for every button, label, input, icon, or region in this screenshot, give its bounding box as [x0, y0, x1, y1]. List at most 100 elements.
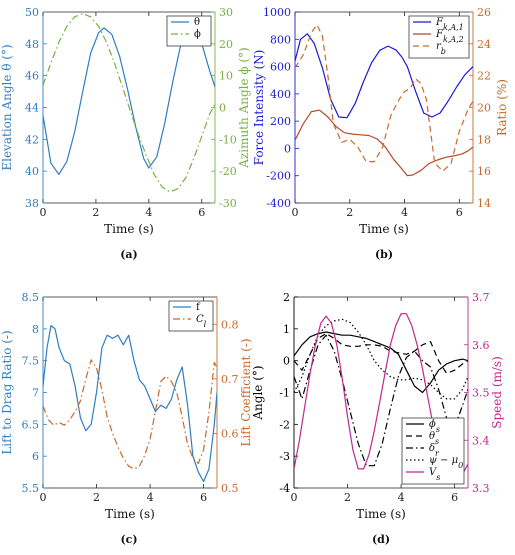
y2-tick-label: 0.6: [221, 427, 239, 440]
x-tick-label: 4: [401, 206, 408, 219]
x-tick-label: 6: [198, 206, 205, 219]
y-axis-label: Elevation Angle θ (°): [0, 44, 14, 170]
chart-panel-c: 0 2 4 6 5.5 6 6.5 7 7.5 8 8.5 0.5 0.6 0.7 0.8 Time (s) L…: [0, 291, 253, 546]
y2-tick-label: 22: [477, 70, 491, 83]
y-tick-label: 1: [283, 323, 290, 336]
legend-box: [401, 417, 465, 485]
y-tick-label: 50: [25, 6, 39, 19]
y2-tick-label: 18: [477, 133, 491, 146]
y2-tick-label: 3.5: [472, 387, 490, 400]
x-tick-label: 4: [398, 491, 405, 504]
x-tick-label: 2: [92, 206, 99, 219]
series-line-c-0: [43, 325, 217, 483]
y-tick-label: 400: [270, 88, 291, 101]
x-axis-label: Time (s): [359, 222, 409, 236]
y2-tick-label: 0.7: [221, 373, 239, 386]
y-tick-label: -400: [266, 197, 291, 210]
y2-tick-label: -20: [219, 165, 237, 178]
y2-axis-label: Lift Coefficient (-): [239, 338, 253, 446]
y2-axis-label: Azimuth Angle ϕ (°): [237, 47, 251, 169]
panel-label: (c): [120, 533, 137, 546]
y2-tick-label: 3.4: [472, 434, 490, 447]
x-axis-label: Time (s): [105, 507, 155, 521]
y-tick-label: 38: [25, 197, 39, 210]
x-tick-label: 0: [291, 491, 298, 504]
legend: Fk,A,1Fk,A,2rb: [408, 15, 470, 59]
y-tick-label: -3: [279, 450, 290, 463]
y-axis-label: Force Intensity (N): [252, 50, 266, 166]
x-tick-label: 4: [147, 491, 154, 504]
panel-label: (b): [375, 248, 393, 261]
y2-tick-label: 3.6: [472, 339, 490, 352]
y2-tick-label: 10: [219, 70, 233, 83]
y-tick-label: 1000: [263, 6, 291, 19]
y2-tick-label: 16: [477, 165, 491, 178]
series-line-d-2: [294, 334, 468, 467]
legend-label: ϕ: [194, 29, 201, 40]
y-tick-label: -2: [279, 418, 290, 431]
legend-label: Fk,A,2: [435, 29, 464, 44]
y-tick-label: 2: [283, 291, 290, 304]
y-tick-label: -200: [266, 170, 291, 183]
y2-tick-label: 24: [477, 38, 491, 51]
y2-tick-label: 30: [219, 6, 233, 19]
x-tick-label: 6: [456, 206, 463, 219]
y-tick-label: 0: [283, 355, 290, 368]
y-tick-label: 600: [270, 61, 291, 74]
series-line-d-0: [294, 331, 468, 394]
legend-label: ϕs: [429, 419, 440, 434]
legend-box: [168, 300, 214, 332]
y2-tick-label: 3.3: [472, 482, 490, 495]
y2-tick-label: 26: [477, 6, 491, 19]
y-tick-label: 7.5: [22, 355, 40, 368]
x-axis-label: Time (s): [104, 222, 154, 236]
y2-tick-label: 14: [477, 197, 491, 210]
y-tick-label: 8: [32, 323, 39, 336]
y-tick-label: 40: [25, 165, 39, 178]
legend-label: δr: [429, 443, 440, 458]
legend-label: Vs: [429, 467, 440, 482]
y-tick-label: 48: [25, 38, 39, 51]
y2-axis-label: Speed (m/s): [490, 356, 504, 429]
legend-label: f: [196, 302, 201, 313]
y-tick-label: 7: [32, 387, 39, 400]
x-tick-label: 6: [451, 491, 458, 504]
series-line-c-1: [43, 359, 217, 470]
chart-panel-b: 0 2 4 6-400-2000200400600800100014161820222…: [252, 6, 509, 261]
legend-label: ψ − μ0: [429, 455, 463, 470]
series-line-a-0: [43, 27, 215, 175]
x-axis-label: Time (s): [356, 507, 406, 521]
legend-label: Fk,A,1: [435, 17, 464, 32]
y-tick-label: 46: [25, 70, 39, 83]
legend-label: θ: [194, 17, 200, 28]
chart-panel-d: 0 2 4 6 -4 -3 -2 -1 0 1 2 3.3 3.4 3.5 3.6 3.7 Time (s) An…: [251, 291, 504, 546]
y-tick-label: 44: [25, 102, 39, 115]
legend: fCl: [168, 300, 214, 332]
series-line-d-3: [294, 318, 468, 400]
y-tick-label: 0: [284, 142, 291, 155]
y-tick-label: 6: [32, 450, 39, 463]
x-tick-label: 2: [93, 491, 100, 504]
series-line-d-1: [294, 333, 468, 374]
y2-tick-label: 20: [219, 38, 233, 51]
y-tick-label: 42: [25, 133, 39, 146]
x-tick-label: 0: [40, 206, 47, 219]
x-tick-label: 0: [40, 491, 47, 504]
legend-label: Cl: [196, 314, 207, 329]
y2-axis-label: Ratio (%): [495, 79, 509, 136]
legend-label: rb: [436, 41, 446, 56]
y2-tick-label: 20: [477, 102, 491, 115]
panel-label: (d): [372, 533, 390, 546]
legend-box: [408, 15, 470, 59]
x-tick-label: 0: [292, 206, 299, 219]
series-line-b-0: [295, 33, 473, 119]
legend-box: [166, 15, 212, 47]
y2-tick-label: 0.5: [221, 482, 239, 495]
y2-tick-label: 0.8: [221, 318, 239, 331]
y2-tick-label: -30: [219, 197, 237, 210]
y2-tick-label: 3.7: [472, 291, 490, 304]
y2-tick-label: 0: [219, 102, 226, 115]
